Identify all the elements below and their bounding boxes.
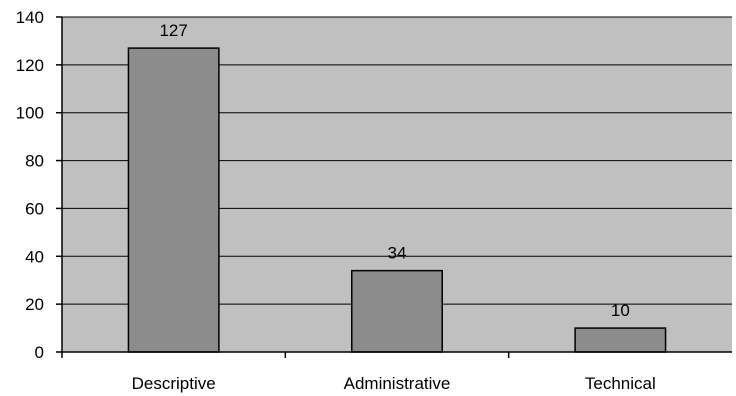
bar-technical	[574, 327, 667, 353]
x-axis-labels: Descriptive Administrative Technical	[132, 374, 656, 393]
y-tick-label: 140	[16, 8, 44, 27]
bar-descriptive	[127, 47, 220, 353]
axes	[61, 17, 732, 358]
y-tick-label: 100	[16, 104, 44, 123]
y-tick-label: 20	[25, 295, 44, 314]
data-labels: 127 34 10	[159, 21, 629, 320]
y-tick-label: 120	[16, 56, 44, 75]
x-tick-label: Descriptive	[132, 374, 216, 393]
y-tick-label: 80	[25, 152, 44, 171]
y-tick-label: 60	[25, 199, 44, 218]
bar-administrative	[351, 269, 443, 353]
data-label: 10	[611, 301, 630, 320]
bars	[127, 47, 667, 353]
x-tick-label: Technical	[585, 374, 656, 393]
data-label: 127	[159, 21, 187, 40]
y-axis-ticks: 0 20 40 60 80 100 120 140	[16, 8, 62, 362]
x-tick-label: Administrative	[344, 374, 451, 393]
data-label: 34	[388, 244, 407, 263]
y-tick-label: 0	[35, 343, 44, 362]
y-tick-label: 40	[25, 247, 44, 266]
